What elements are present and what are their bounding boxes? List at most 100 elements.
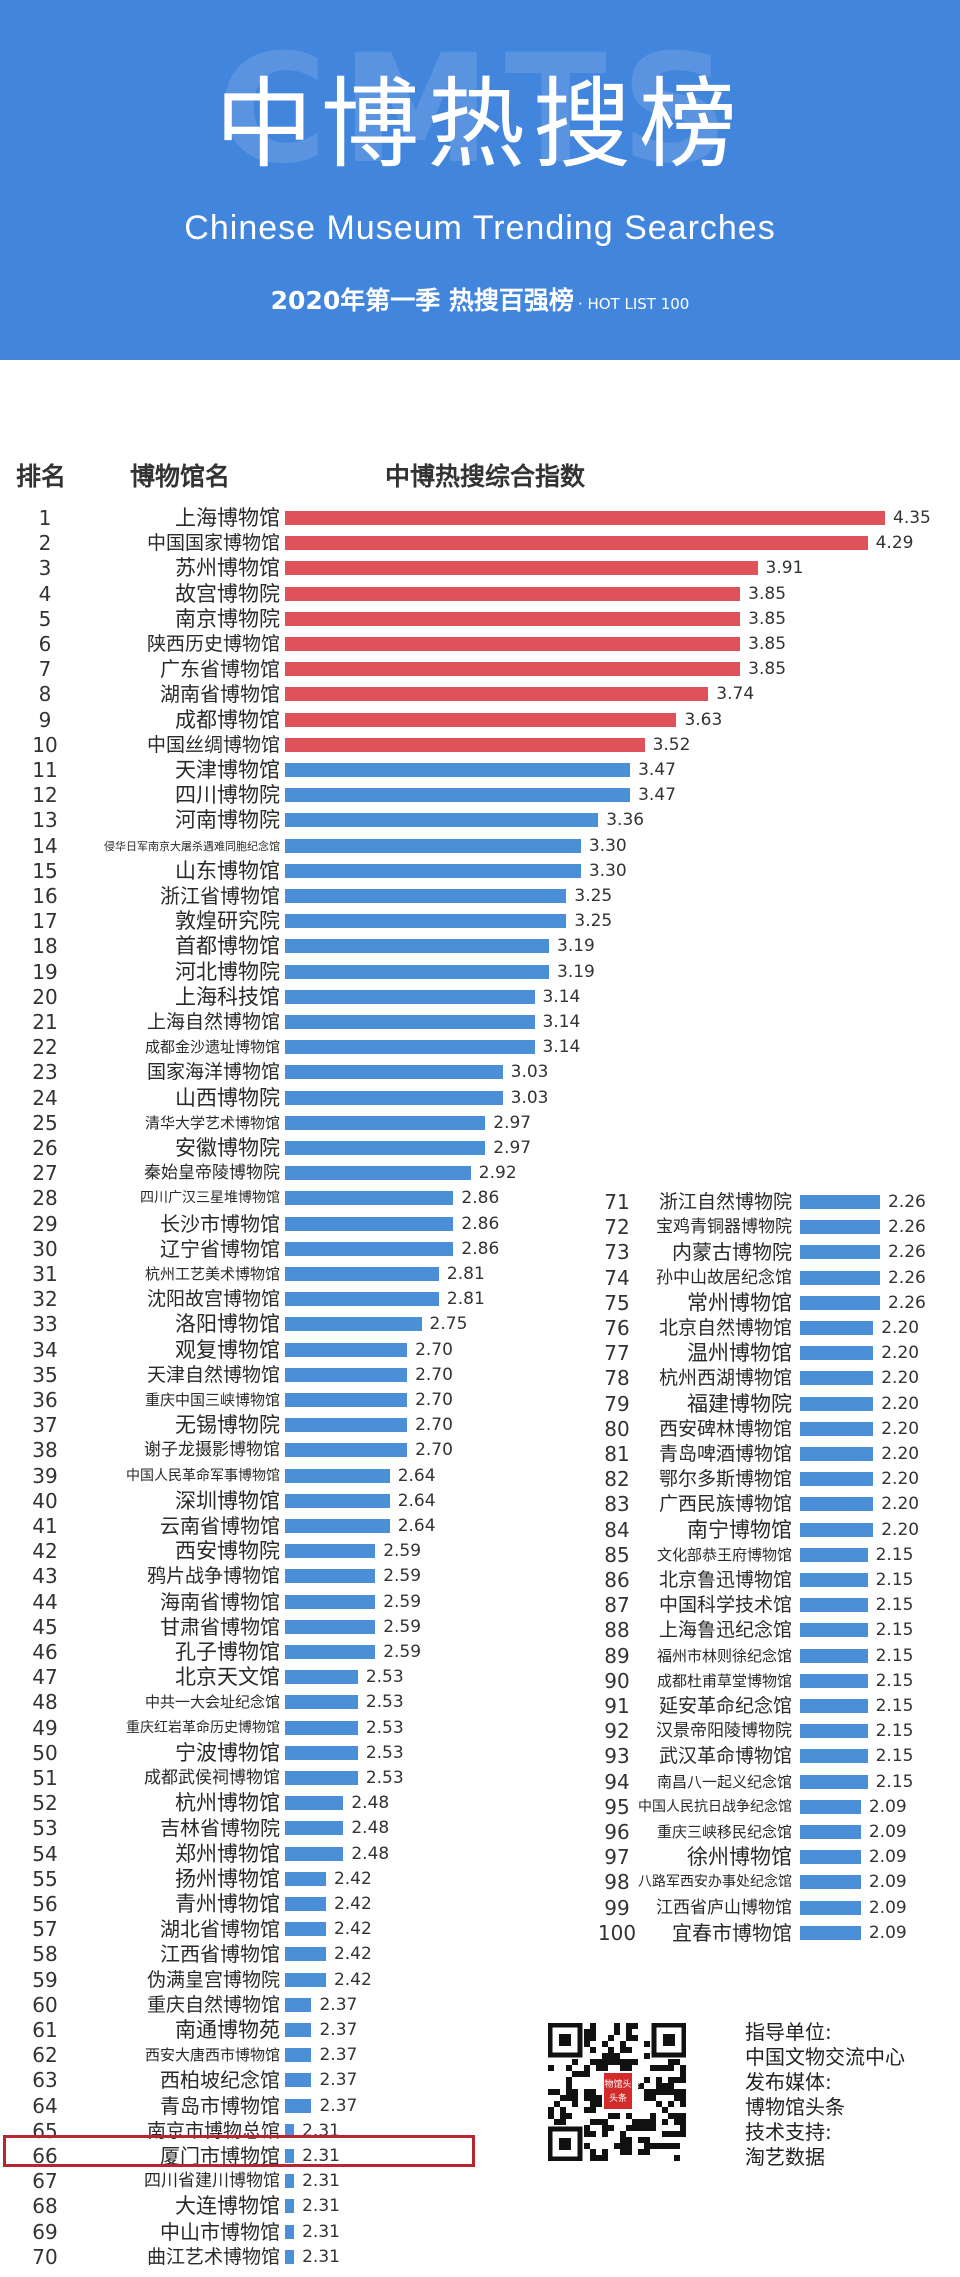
museum-name-label: 成都博物馆: [175, 708, 280, 732]
rank-label: 11: [32, 758, 58, 782]
museum-name-label: 北京天文馆: [175, 1666, 280, 1690]
museum-name-label: 中共一大会址纪念馆: [144, 1693, 280, 1712]
index-value-label: 2.20: [881, 1368, 920, 1389]
rank-label: 15: [32, 858, 58, 883]
index-bar: [800, 1472, 874, 1487]
index-bar: [285, 1720, 358, 1735]
index-value-label: 4.29: [875, 533, 914, 554]
index-value-label: 3.63: [684, 709, 723, 730]
index-bar: [285, 1771, 358, 1785]
museum-name-label: 扬州博物馆: [175, 1867, 280, 1891]
museum-name-label: 西安大唐西市博物馆: [144, 2046, 280, 2065]
publish-label: 发布媒体:: [745, 2070, 832, 2094]
index-value-label: 3.30: [588, 860, 627, 881]
ranking-row-50: 50 宁波博物馆 2.53: [0, 1741, 960, 1765]
rank-label: 82: [604, 1467, 630, 1492]
ranking-row-37: 37 无锡博物院 2.70: [0, 1414, 960, 1437]
ranking-row-71: 71 浙江自然博物院 2.26: [0, 1191, 960, 1214]
rank-label: 8: [38, 682, 52, 707]
ranking-row-49: 49 重庆红岩革命历史博物馆 2.53: [0, 1716, 960, 1740]
ranking-row-31: 31 杭州工艺美术博物馆 2.81: [0, 1263, 960, 1286]
index-value-label: 2.31: [302, 2171, 340, 2192]
index-value-label: 3.14: [542, 1012, 581, 1032]
index-value-label: 2.48: [351, 1793, 390, 1814]
index-value-label: 2.20: [881, 1343, 920, 1364]
index-value-label: 2.59: [383, 1591, 422, 1612]
ranking-row-70: 70 曲江艺术博物馆 2.31: [0, 2245, 960, 2269]
qr-logo-text: 博物馆头条: [595, 2078, 640, 2090]
index-value-label: 2.48: [351, 1843, 390, 1864]
index-bar: [285, 1670, 358, 1685]
ranking-row-2: 2 中国国家博物馆 4.29: [0, 532, 960, 555]
index-value-label: 2.09: [868, 1822, 907, 1842]
ranking-row-40: 40 深圳博物馆 2.64: [0, 1489, 960, 1513]
museum-name-label: 国家海洋博物馆: [146, 1061, 280, 1084]
page-title: 中博热搜榜: [214, 68, 745, 182]
index-bar: [285, 914, 567, 929]
index-bar: [285, 1645, 376, 1659]
ranking-row-76: 76 北京自然博物馆 2.20: [0, 1317, 960, 1340]
museum-name-label: 首都博物馆: [175, 935, 280, 959]
index-value-label: 2.09: [868, 1796, 907, 1817]
ranking-row-60: 60 重庆自然博物馆 2.37: [0, 1993, 960, 2017]
index-value-label: 2.42: [333, 1868, 372, 1889]
index-bar: [285, 511, 885, 525]
rank-label: 73: [604, 1240, 630, 1265]
museum-name-label: 洛阳博物馆: [175, 1313, 280, 1337]
index-bar: [285, 889, 567, 903]
rank-label: 58: [32, 1942, 58, 1967]
index-bar: [285, 561, 758, 576]
index-bar: [800, 1295, 880, 1310]
ranking-row-15: 15 山东博物馆 3.30: [0, 858, 960, 883]
index-value-label: 2.64: [397, 1516, 436, 1536]
index-value-label: 2.15: [875, 1570, 914, 1590]
ranking-row-48: 48 中共一大会址纪念馆 2.53: [0, 1691, 960, 1714]
rank-label: 28: [32, 1186, 58, 1211]
rank-label: 79: [604, 1391, 630, 1416]
index-value-label: 2.53: [365, 1742, 404, 1763]
index-bar: [800, 1598, 868, 1613]
index-value-label: 3.91: [765, 558, 804, 579]
index-value-label: 3.47: [638, 760, 676, 780]
index-bar: [285, 662, 741, 677]
museum-name-label: 重庆中国三峡博物馆: [144, 1391, 280, 1409]
index-value-label: 2.59: [383, 1541, 422, 1562]
highlight-frame: [3, 2135, 475, 2167]
museum-name-label: 天津自然博物馆: [146, 1363, 280, 1386]
ranking-row-100: 100 宜春市博物馆 2.09: [0, 1921, 960, 1945]
index-value-label: 2.92: [478, 1163, 517, 1184]
ranking-row-24: 24 山西博物院 3.03: [0, 1086, 960, 1110]
index-value-label: 2.26: [888, 1192, 926, 1212]
museum-name-label: 杭州博物馆: [175, 1792, 280, 1816]
index-value-label: 2.26: [888, 1242, 926, 1263]
index-bar: [800, 1371, 874, 1386]
ranking-row-53: 53 吉林省博物院 2.48: [0, 1817, 960, 1840]
index-bar: [285, 637, 741, 651]
index-value-label: 2.31: [302, 2221, 340, 2242]
index-bar: [285, 2224, 295, 2239]
index-value-label: 3.85: [748, 583, 787, 604]
index-bar: [285, 1544, 376, 1559]
museum-name-label: 南京博物院: [175, 607, 280, 631]
index-value-label: 2.64: [397, 1490, 436, 1511]
index-value-label: 3.36: [606, 810, 645, 831]
ranking-row-78: 78 杭州西湖博物馆 2.20: [0, 1367, 960, 1390]
header-banner: CMTS 中博热搜榜 Chinese Museum Trending Searc…: [0, 0, 960, 360]
index-bar: [285, 1695, 358, 1710]
rank-label: 29: [32, 1211, 58, 1236]
ranking-row-72: 72 宝鸡青铜器博物院 2.26: [0, 1216, 960, 1239]
index-bar: [285, 1090, 503, 1105]
column-header-index: 中博热搜综合指数: [385, 462, 586, 491]
index-value-label: 4.35: [893, 508, 931, 528]
index-bar: [285, 838, 581, 853]
index-bar: [285, 1897, 326, 1911]
index-value-label: 2.20: [881, 1519, 920, 1540]
ranking-row-6: 6 陕西历史博物馆 3.85: [0, 633, 960, 656]
index-bar: [285, 1216, 454, 1231]
rank-label: 75: [604, 1290, 630, 1315]
museum-name-label: 杭州工艺美术博物馆: [144, 1265, 280, 1283]
index-bar: [800, 1220, 880, 1235]
ranking-row-56: 56 青州博物馆 2.42: [0, 1893, 960, 1916]
rank-label: 80: [604, 1416, 630, 1441]
index-bar: [285, 813, 599, 828]
